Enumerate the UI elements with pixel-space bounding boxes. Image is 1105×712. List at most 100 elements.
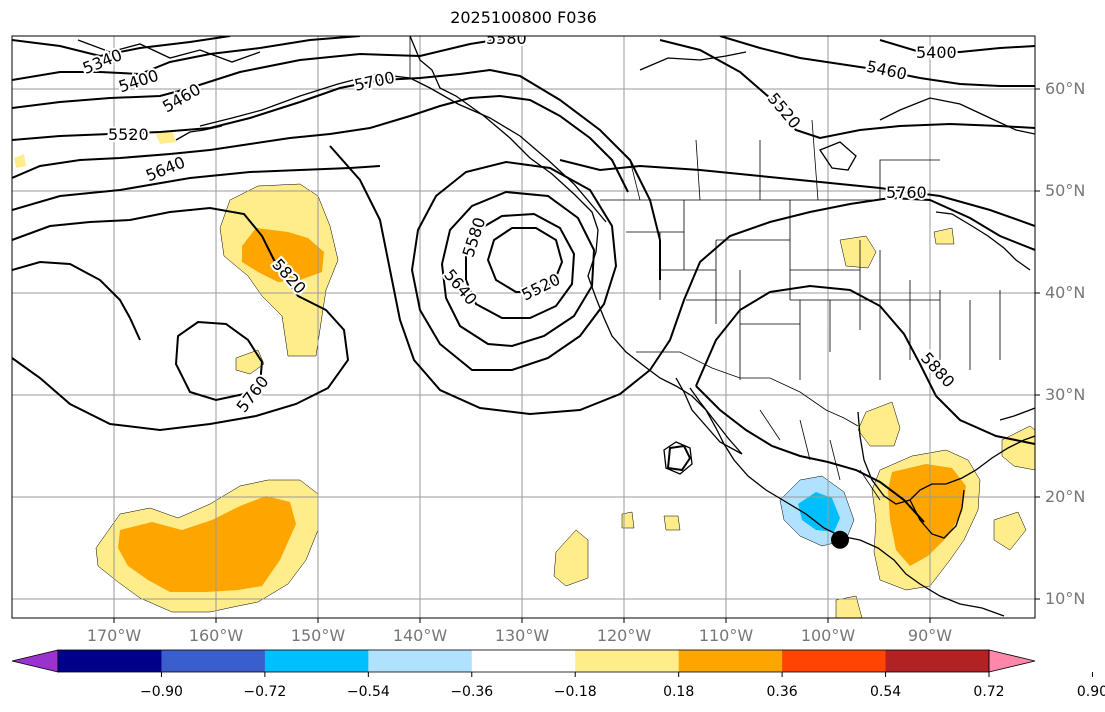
map-title: 2025100800 F036 <box>450 8 597 27</box>
lon-label-1: 160°W <box>188 626 244 645</box>
colorbar-segment-7 <box>782 650 887 672</box>
shade-light-yellow-alaska <box>156 130 176 144</box>
contour-5880 <box>695 284 1035 445</box>
shade-light-yellow-southeast <box>835 595 863 618</box>
shade-deep-sky-blue-mexico <box>798 492 840 532</box>
lon-label-5: 120°W <box>596 626 652 645</box>
contour-5400-east <box>879 39 1035 53</box>
coast-baja <box>675 377 743 455</box>
height-contours <box>12 36 1035 523</box>
contour-5520-west <box>12 68 661 280</box>
colorbar-tick-label-1: −0.72 <box>243 684 287 700</box>
contour-label-5760-east: 5760 <box>886 183 927 202</box>
lon-label-0: 170°W <box>86 626 142 645</box>
shade-light-yellow-dot1 <box>621 511 635 529</box>
coast-gulf-of-mexico <box>857 411 1035 505</box>
contour-5820 <box>12 206 350 432</box>
border-us-states <box>626 200 1001 380</box>
colorbar-segment-1 <box>161 650 266 672</box>
colorbar-tick-label-6: 0.36 <box>766 684 798 700</box>
coast-west-us <box>587 229 1005 617</box>
contour-label-5400-east: 5400 <box>916 43 957 62</box>
shade-light-yellow-east <box>993 511 1027 551</box>
coast-florida <box>999 407 1035 421</box>
colorbar-tick-label-5: 0.18 <box>663 684 695 700</box>
lon-label-8: 90°W <box>907 626 953 645</box>
contour-5460-east <box>719 36 1035 87</box>
contour-label-5580-top: 5580 <box>486 29 527 48</box>
lat-label-0: 60°N <box>1045 79 1086 98</box>
shade-light-yellow-center <box>553 529 589 587</box>
shade-orange-nw <box>242 228 324 282</box>
lon-label-2: 150°W <box>290 626 346 645</box>
coast-bc-canada <box>409 36 599 231</box>
colorbar-extend-low <box>11 649 59 673</box>
contour-5400 <box>12 36 361 81</box>
border-mexico-states <box>759 409 881 501</box>
shade-light-yellow-gulf <box>857 401 901 447</box>
colorbar-tick-label-7: 0.54 <box>869 684 902 700</box>
colorbar-segment-2 <box>264 650 369 672</box>
contour-5760-northeast <box>559 159 1035 227</box>
colorbar-segment-4 <box>471 650 576 672</box>
colorbar-extend-high <box>988 649 1036 673</box>
coast-alaska-peninsula <box>77 39 261 63</box>
shade-light-yellow-dot4 <box>933 227 955 245</box>
colorbar-segment-8 <box>885 650 990 672</box>
lon-label-4: 130°W <box>494 626 550 645</box>
contour-5760-east <box>329 145 1035 416</box>
border-us-mexico <box>636 351 859 427</box>
contour-label-5520-west: 5520 <box>108 125 149 144</box>
contour-low-core <box>486 227 564 293</box>
lat-label-1: 50°N <box>1045 181 1086 200</box>
shade-light-yellow-nw-small <box>14 154 26 168</box>
longitude-ticks <box>113 618 931 623</box>
contour-5520-east <box>659 39 1035 140</box>
anomaly-shading <box>14 130 1035 618</box>
colorbar-segment-0 <box>58 650 162 672</box>
contour-low-outer <box>410 160 618 371</box>
shade-orange-sw <box>118 496 296 592</box>
colorbar <box>11 649 1093 677</box>
coast-arctic-island <box>819 141 857 171</box>
colorbar-tick-label-3: −0.36 <box>450 684 494 700</box>
contour-5580-ridge <box>12 260 141 341</box>
shade-light-yellow-caribbean <box>1001 425 1035 471</box>
contour-5460 <box>12 36 521 109</box>
colorbar-tick-label-8: 0.72 <box>973 684 1005 700</box>
colorbar-segment-6 <box>678 650 783 672</box>
shade-light-yellow-dot2 <box>663 515 681 531</box>
coast-island-hawaii-ring <box>663 441 693 475</box>
colorbar-segment-3 <box>368 650 473 672</box>
storm-center-marker <box>831 530 849 549</box>
colorbar-segment-5 <box>575 650 680 672</box>
contour-5880-mexico <box>695 385 925 523</box>
colorbar-tick-label-4: −0.18 <box>553 684 597 700</box>
lat-label-5: 10°N <box>1045 589 1086 608</box>
coast-hudson <box>879 97 1035 135</box>
colorbar-tick-label-2: −0.54 <box>346 684 390 700</box>
colorbar-tick-label-9: 0.90 <box>1076 684 1105 700</box>
latitude-ticks <box>1035 88 1040 600</box>
shade-light-yellow-dot3 <box>839 235 877 269</box>
colorbar-tick-label-0: −0.90 <box>139 684 183 700</box>
coast-yucatan <box>909 489 965 539</box>
coast-great-lakes <box>935 211 1031 271</box>
lat-label-2: 40°N <box>1045 283 1086 302</box>
lon-label-3: 140°W <box>392 626 448 645</box>
lat-label-3: 30°N <box>1045 385 1086 404</box>
shade-orange-central-america <box>888 464 966 566</box>
contour-low-mid <box>440 190 596 348</box>
colorbar-outline <box>57 649 990 673</box>
contour-5700 <box>12 165 381 211</box>
contour-5760-loop <box>174 320 264 402</box>
map-border <box>11 35 1036 619</box>
contour-small-hawaii <box>666 444 692 472</box>
coast-arctic-north <box>639 51 747 71</box>
lon-label-7: 100°W <box>800 626 856 645</box>
lon-label-6: 110°W <box>698 626 754 645</box>
lat-label-4: 20°N <box>1045 487 1086 506</box>
contour-low-inner <box>465 212 576 319</box>
contour-5640 <box>12 94 629 193</box>
